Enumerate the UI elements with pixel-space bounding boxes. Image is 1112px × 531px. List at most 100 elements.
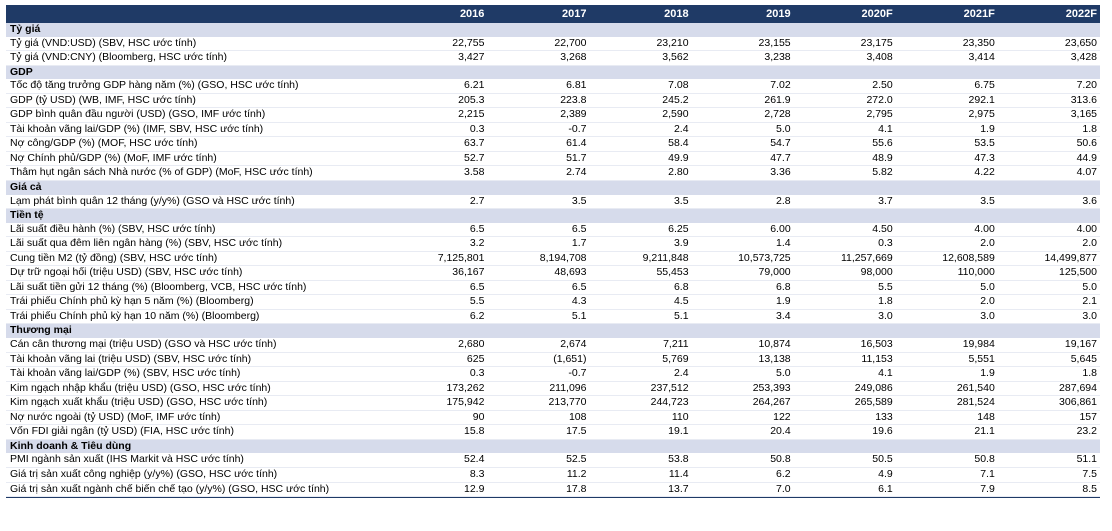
row-label: GDP bình quân đầu người (USD) (GSO, IMF … bbox=[6, 107, 386, 123]
row-label: Lãi suất điều hành (%) (SBV, HSC ước tín… bbox=[6, 222, 386, 238]
row-value: 175,942 bbox=[385, 395, 488, 411]
row-value: 19,167 bbox=[997, 338, 1100, 353]
table-row: Tài khoản vãng lai (triệu USD) (SBV, HSC… bbox=[6, 352, 1100, 368]
row-value: 625 bbox=[385, 352, 488, 368]
row-value: 5.5 bbox=[385, 294, 488, 310]
header-year: 2022F bbox=[997, 5, 1100, 23]
row-label: PMI ngành sản xuất (IHS Markit và HSC ướ… bbox=[6, 453, 386, 468]
row-label: Kim ngạch xuất khẩu (triệu USD) (GSO, HS… bbox=[6, 395, 386, 411]
row-value: 1.8 bbox=[997, 366, 1100, 382]
section-header-row: Kinh doanh & Tiêu dùng bbox=[6, 439, 1100, 454]
row-value: 13.7 bbox=[589, 482, 692, 498]
row-value: 6.5 bbox=[487, 280, 590, 296]
row-value: 3,165 bbox=[997, 107, 1100, 123]
table-row: Kim ngạch nhập khẩu (triệu USD) (GSO, HS… bbox=[6, 381, 1100, 397]
row-value: 63.7 bbox=[385, 136, 488, 152]
row-value: 6.25 bbox=[589, 222, 692, 238]
row-value: 58.4 bbox=[589, 136, 692, 152]
row-value: 50.8 bbox=[895, 453, 998, 468]
row-value: 44.9 bbox=[997, 151, 1100, 167]
row-value: 313.6 bbox=[997, 93, 1100, 109]
row-value: 54.7 bbox=[691, 136, 794, 152]
table-row: Lãi suất tiền gửi 12 tháng (%) (Bloomber… bbox=[6, 280, 1100, 296]
row-value: 5.1 bbox=[487, 309, 590, 325]
row-value: 90 bbox=[385, 410, 488, 426]
row-value: 2.50 bbox=[793, 79, 896, 94]
row-value: 7,211 bbox=[589, 338, 692, 353]
row-value: 22,700 bbox=[487, 36, 590, 52]
row-value: 3.58 bbox=[385, 165, 488, 182]
header-year: 2018 bbox=[589, 5, 692, 23]
row-value: 2,674 bbox=[487, 338, 590, 353]
row-value: 4.5 bbox=[589, 294, 692, 310]
row-value: 3,562 bbox=[589, 50, 692, 66]
row-value: 19.6 bbox=[793, 424, 896, 440]
row-value: 125,500 bbox=[997, 265, 1100, 281]
row-value: 6.5 bbox=[385, 222, 488, 238]
table-row: Vốn FDI giải ngân (tỷ USD) (FIA, HSC ước… bbox=[6, 424, 1100, 440]
row-value: 6.81 bbox=[487, 79, 590, 94]
row-value: 23,155 bbox=[691, 36, 794, 52]
table-row: Trái phiếu Chính phủ kỳ hạn 10 năm (%) (… bbox=[6, 309, 1100, 325]
row-value: 237,512 bbox=[589, 381, 692, 397]
section-header-row: Tỷ giá bbox=[6, 23, 1100, 37]
row-value: 22,755 bbox=[385, 36, 488, 52]
section-title: Tỷ giá bbox=[6, 23, 1100, 37]
row-value: 205.3 bbox=[385, 93, 488, 109]
row-value: 0.3 bbox=[385, 366, 488, 382]
row-value: 3,428 bbox=[997, 50, 1100, 66]
section-title: GDP bbox=[6, 65, 1100, 80]
row-value: 23,650 bbox=[997, 36, 1100, 52]
section-header-row: Tiền tệ bbox=[6, 208, 1100, 223]
row-value: 3.5 bbox=[589, 194, 692, 210]
row-value: 1.4 bbox=[691, 236, 794, 252]
row-value: 261.9 bbox=[691, 93, 794, 109]
row-value: 6.2 bbox=[385, 309, 488, 325]
row-value: 8.3 bbox=[385, 467, 488, 483]
table-row: Giá trị sản xuất ngành chế biến chế tạo … bbox=[6, 482, 1100, 498]
row-value: 6.2 bbox=[691, 467, 794, 483]
row-value: 5.0 bbox=[691, 122, 794, 138]
row-value: 281,524 bbox=[895, 395, 998, 411]
row-value: 23,350 bbox=[895, 36, 998, 52]
row-value: 7,125,801 bbox=[385, 251, 488, 267]
row-value: 12.9 bbox=[385, 482, 488, 498]
row-value: 261,540 bbox=[895, 381, 998, 397]
row-value: 5,551 bbox=[895, 352, 998, 368]
table-row: Nợ công/GDP (%) (MOF, HSC ước tính) 63.7 6… bbox=[6, 136, 1100, 152]
row-value: 2,795 bbox=[793, 107, 896, 123]
row-value: 6.8 bbox=[691, 280, 794, 296]
row-value: 3.4 bbox=[691, 309, 794, 325]
row-value: 272.0 bbox=[793, 93, 896, 109]
row-value: 2.4 bbox=[589, 366, 692, 382]
row-value: 5,645 bbox=[997, 352, 1100, 368]
row-value: 4.00 bbox=[895, 222, 998, 238]
row-label: Kim ngạch nhập khẩu (triệu USD) (GSO, HS… bbox=[6, 381, 386, 397]
table-row: Dự trữ ngoại hối (triệu USD) (SBV, HSC ư… bbox=[6, 265, 1100, 281]
row-value: 3.0 bbox=[793, 309, 896, 325]
row-value: 245.2 bbox=[589, 93, 692, 109]
row-value: 4.9 bbox=[793, 467, 896, 483]
header-year: 2016 bbox=[385, 5, 488, 23]
row-value: 6.21 bbox=[385, 79, 488, 94]
row-value: 3.9 bbox=[589, 236, 692, 252]
table-row: Nợ Chính phủ/GDP (%) (MoF, IMF ước tính)… bbox=[6, 151, 1100, 167]
row-value: 1.8 bbox=[997, 122, 1100, 138]
table-row: Lãi suất điều hành (%) (SBV, HSC ước tín… bbox=[6, 222, 1100, 238]
row-value: 23,210 bbox=[589, 36, 692, 52]
row-label: Thâm hụt ngân sách Nhà nước (% of GDP) (… bbox=[6, 165, 386, 182]
row-value: 3,427 bbox=[385, 50, 488, 66]
row-value: 2.7 bbox=[385, 194, 488, 210]
row-value: 2,680 bbox=[385, 338, 488, 353]
row-value: 3.0 bbox=[997, 309, 1100, 325]
row-value: 11.4 bbox=[589, 467, 692, 483]
row-value: 2.0 bbox=[895, 236, 998, 252]
row-value: 2,215 bbox=[385, 107, 488, 123]
row-value: 23,175 bbox=[793, 36, 896, 52]
row-label: Tài khoản vãng lai/GDP (%) (SBV, HSC ước… bbox=[6, 366, 386, 382]
row-value: 4.50 bbox=[793, 222, 896, 238]
row-value: 5.0 bbox=[997, 280, 1100, 296]
section-title: Kinh doanh & Tiêu dùng bbox=[6, 439, 1100, 454]
row-label: Lãi suất qua đêm liên ngân hàng (%) (SBV… bbox=[6, 236, 386, 252]
row-value: 265,589 bbox=[793, 395, 896, 411]
